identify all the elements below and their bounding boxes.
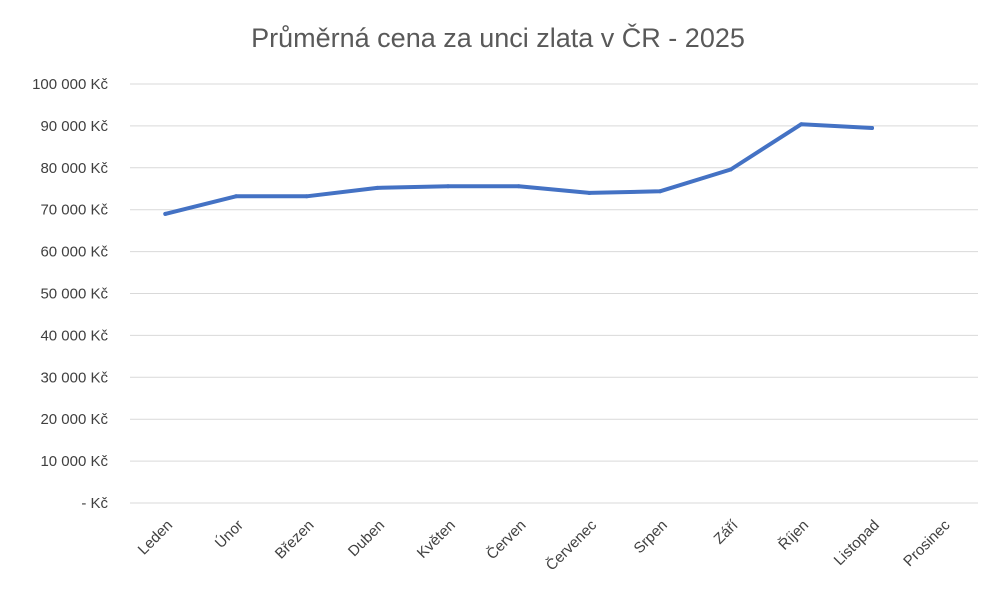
gridlines [130,83,978,504]
data-point [870,125,874,130]
data-point [516,184,521,189]
data-point [658,189,662,194]
data-point [728,167,733,172]
y-tick-label: 40 000 Kč [40,327,108,344]
x-tick-label: Únor [212,517,247,552]
x-tick-label: Srpen [631,517,671,557]
data-point [234,194,238,199]
x-tick-label: Listopad [831,517,883,569]
x-tick-label: Červen [483,517,529,563]
y-tick-label: - Kč [81,495,108,512]
x-tick-label: Říjen [775,517,812,554]
x-tick-label: Duben [345,517,388,560]
y-tick-label: 50 000 Kč [40,286,108,303]
y-tick-label: 20 000 Kč [40,411,108,428]
series-layer [163,122,874,216]
data-point [375,185,380,190]
x-tick-label: Prosinec [900,516,954,570]
y-tick-label: 10 000 Kč [40,453,108,470]
y-tick-label: 70 000 Kč [40,202,108,219]
x-tick-label: Březen [272,517,318,563]
y-tick-label: 60 000 Kč [40,244,108,261]
x-tick-label: Leden [135,517,177,559]
x-tick-label: Květen [414,517,459,562]
y-tick-label: 90 000 Kč [40,118,108,135]
x-axis-tick-labels: Leden Únor Březen Duben Květen Červen Červenec… [135,516,954,574]
chart-title: Průměrná cena za unci zlata v ČR - 2025 [251,22,745,53]
y-tick-label: 80 000 Kč [40,160,108,177]
y-tick-label: 100 000 Kč [32,76,108,93]
data-point [163,211,168,216]
data-point [587,190,592,195]
y-tick-label: 30 000 Kč [40,369,108,386]
x-tick-label: Září [711,516,742,547]
x-tick-label: Červenec [543,516,601,574]
data-point [446,184,450,189]
series-line [163,122,874,216]
y-axis-tick-labels: - Kč 10 000 Kč 20 000 Kč 30 000 Kč 40 000 Kč… [32,76,108,512]
data-point [304,194,309,199]
data-point [799,122,804,127]
